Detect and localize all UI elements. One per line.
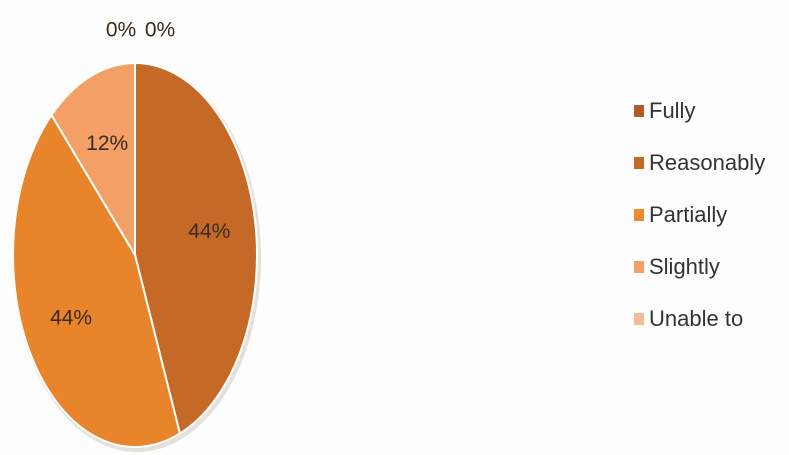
legend: Fully Reasonably Partially Slightly Unab…	[634, 96, 765, 356]
pie-slice-reasonably	[134, 61, 258, 436]
legend-label-partially: Partially	[649, 202, 728, 227]
legend-label-reasonably: Reasonably	[649, 150, 766, 175]
legend-swatch-unable-to	[634, 313, 644, 325]
legend-swatch-partially	[634, 209, 644, 221]
legend-label-slightly: Slightly	[649, 254, 720, 279]
legend-label-unable-to: Unable to	[649, 306, 744, 331]
data-label-fully: 0%	[106, 19, 136, 42]
data-label-unable-to: 0%	[145, 19, 175, 42]
legend-item-reasonably: Reasonably	[634, 148, 765, 178]
legend-item-fully: Fully	[634, 96, 765, 126]
legend-swatch-reasonably	[634, 157, 644, 169]
data-label-reasonably: 44%	[188, 220, 230, 243]
legend-swatch-slightly	[634, 261, 644, 273]
pie-slice-partially	[12, 113, 182, 448]
pie-slice-slightly	[50, 61, 136, 259]
legend-item-unable-to: Unable to	[634, 304, 765, 334]
legend-item-slightly: Slightly	[634, 252, 765, 282]
legend-label-fully: Fully	[649, 98, 696, 123]
data-label-partially: 44%	[50, 306, 92, 329]
data-label-slightly: 12%	[86, 132, 128, 155]
legend-item-partially: Partially	[634, 200, 765, 230]
legend-swatch-fully	[634, 105, 644, 117]
